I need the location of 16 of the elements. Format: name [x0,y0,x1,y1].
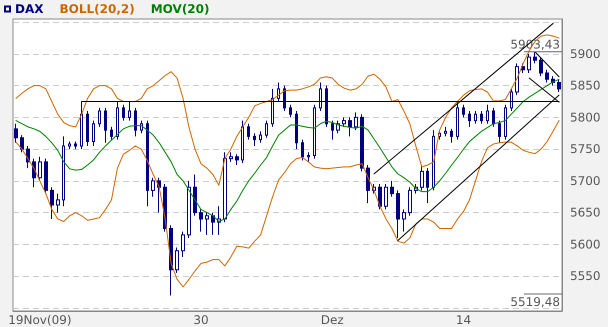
x-tick-label: Dez [320,313,344,327]
y-tick-label: 5600 [570,237,601,252]
x-tick-label: 30 [193,313,209,327]
x-tick-label: 19Nov(09) [8,313,72,327]
y-tick-label: 5850 [570,78,601,93]
text: BOLL(20,2) [60,2,135,16]
y-tick-label: 5900 [570,46,601,61]
annotation: 5519,48 [510,295,560,309]
y-tick-label: 5550 [570,269,601,284]
y-tick-label: 5650 [570,206,601,220]
y-tick-label: 5700 [570,174,601,188]
legend-label: DAX [15,2,44,16]
y-tick-label: 5750 [570,142,601,156]
y-tick-label: 5800 [570,110,601,124]
x-tick-label: 14 [456,313,472,327]
text: MOV(20) [150,2,210,16]
